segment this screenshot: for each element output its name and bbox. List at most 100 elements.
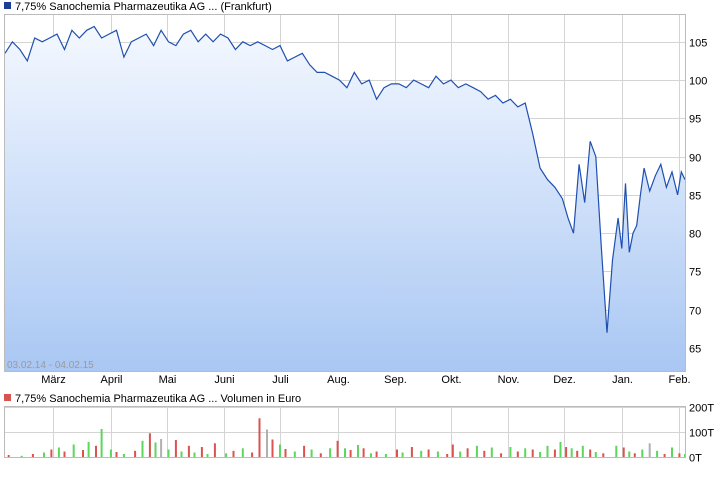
volume-bar — [628, 451, 631, 457]
volume-bar — [375, 451, 378, 457]
volume-bar — [420, 450, 423, 458]
volume-bar — [141, 440, 144, 458]
volume-bar — [225, 453, 228, 458]
volume-bar — [436, 451, 439, 457]
volume-bar — [284, 449, 287, 457]
volume-bar — [271, 439, 274, 457]
volume-bar — [362, 448, 365, 458]
x-tick-label: Sep. — [384, 374, 407, 386]
volume-bar — [148, 433, 151, 458]
date-range-label: 03.02.14 - 04.02.15 — [7, 360, 94, 371]
price-chart-title: 7,75% Sanochemia Pharmazeutika AG ... (F… — [15, 1, 272, 13]
volume-bar — [370, 453, 372, 458]
volume-bar — [349, 450, 352, 457]
volume-bar — [401, 452, 404, 457]
volume-bar — [174, 440, 177, 457]
volume-bar — [396, 449, 398, 457]
volume-y-tick-label: 100T — [689, 428, 714, 440]
volume-bar — [553, 449, 556, 457]
volume-bar — [43, 452, 45, 457]
price-y-tick-label: 100 — [689, 76, 707, 88]
price-x-axis: März April Mai Juni Juli Aug. Sep. Okt. Nov. Dez.… — [41, 374, 690, 386]
price-y-tick-label: 95 — [689, 114, 701, 126]
volume-bar — [31, 454, 34, 457]
x-tick-label: Juni — [214, 374, 234, 386]
volume-y-tick-label: 0T — [689, 453, 702, 465]
volume-bar — [232, 450, 235, 458]
volume-bar — [303, 445, 306, 458]
volume-bar — [336, 440, 339, 458]
volume-bar — [206, 454, 209, 457]
volume-bar — [319, 453, 322, 458]
volume-bars — [7, 418, 686, 458]
volume-grid — [5, 407, 685, 458]
volume-bar — [82, 450, 84, 457]
price-y-tick-label: 105 — [689, 38, 707, 50]
volume-bar — [241, 448, 244, 458]
volume-bar — [663, 454, 666, 457]
volume-bar — [475, 445, 478, 458]
volume-bar — [187, 445, 190, 458]
x-tick-label: Feb. — [668, 374, 690, 386]
price-y-axis: 65 70 75 80 85 90 95 100 105 — [689, 38, 707, 356]
volume-bar — [167, 449, 170, 457]
volume-bar — [576, 450, 579, 458]
volume-bar — [258, 418, 261, 458]
volume-bar — [279, 444, 281, 457]
volume-bar — [344, 448, 346, 458]
volume-bar — [310, 449, 313, 457]
volume-bar — [500, 453, 503, 458]
volume-bar — [509, 447, 512, 457]
price-legend-swatch — [4, 2, 11, 9]
volume-bar — [531, 449, 534, 457]
volume-bar — [50, 449, 53, 457]
volume-bar — [602, 453, 605, 458]
price-y-tick-label: 65 — [689, 344, 701, 356]
volume-bar — [615, 445, 618, 458]
price-line — [4, 25, 686, 333]
volume-bar — [357, 445, 359, 457]
volume-bar — [483, 450, 486, 458]
x-tick-label: März — [41, 374, 65, 386]
volume-bar — [63, 451, 66, 457]
volume-bar — [570, 448, 573, 458]
volume-bar — [134, 450, 137, 458]
volume-bar — [57, 447, 60, 457]
price-y-tick-label: 75 — [689, 267, 701, 279]
volume-bar — [466, 448, 469, 458]
x-tick-label: Dez. — [553, 374, 576, 386]
volume-bar — [459, 451, 462, 457]
volume-bar — [641, 449, 644, 457]
volume-bar — [516, 451, 519, 457]
volume-bar — [193, 452, 196, 457]
volume-bar — [200, 447, 203, 457]
price-plot-frame — [4, 14, 686, 372]
volume-bar — [622, 447, 625, 457]
volume-bar — [678, 453, 681, 458]
price-y-tick-label: 80 — [689, 229, 701, 241]
price-area — [5, 26, 685, 371]
volume-bar — [7, 455, 10, 457]
volume-bar — [410, 447, 413, 457]
volume-bar — [446, 454, 449, 457]
volume-bar — [490, 447, 493, 457]
volume-bar — [451, 444, 454, 457]
volume-y-axis: 0T 100T 200T — [689, 403, 714, 465]
volume-bar — [160, 439, 163, 457]
volume-bar — [581, 445, 584, 458]
volume-bar — [20, 455, 23, 458]
x-tick-label: April — [100, 374, 122, 386]
volume-plot-frame — [4, 406, 686, 458]
volume-bar — [539, 452, 542, 457]
volume-bar — [180, 451, 183, 457]
volume-bar — [109, 449, 112, 457]
volume-bar — [589, 449, 592, 457]
volume-bar — [427, 449, 430, 457]
volume-bar — [546, 445, 549, 458]
price-y-tick-label: 90 — [689, 153, 701, 165]
volume-bar — [154, 442, 157, 457]
volume-legend-swatch — [4, 394, 11, 401]
volume-bar — [524, 448, 527, 458]
volume-bar — [251, 452, 254, 457]
x-tick-label: Juli — [272, 374, 289, 386]
